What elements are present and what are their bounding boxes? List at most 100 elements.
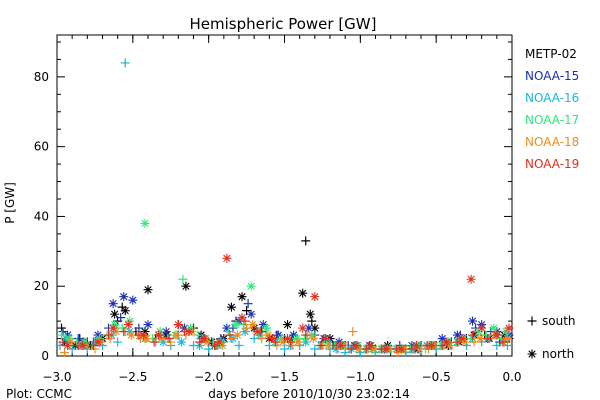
north-point (283, 320, 293, 330)
north-point (366, 341, 376, 351)
north-point (466, 274, 476, 284)
north-point (452, 330, 462, 340)
north-point (278, 337, 288, 347)
north-point (298, 288, 308, 298)
north-point (351, 341, 361, 351)
south-point (249, 334, 259, 344)
north-point (396, 344, 406, 354)
north-point (460, 337, 470, 347)
north-point (320, 334, 330, 344)
north-point (202, 337, 212, 347)
north-point (477, 323, 487, 333)
x-tick-label: −2.5 (118, 370, 147, 384)
y-tick-label: 40 (34, 209, 49, 223)
north-point (217, 341, 227, 351)
north-point (110, 320, 120, 330)
north-point (369, 344, 379, 354)
north-point (234, 316, 244, 326)
legend-entry: NOAA-19 (525, 157, 579, 171)
south-point (527, 316, 537, 326)
north-point (232, 330, 242, 340)
north-point (140, 218, 150, 228)
north-point (120, 306, 130, 316)
north-point (457, 334, 467, 344)
south-point (57, 330, 67, 340)
north-point (141, 334, 151, 344)
south-point (257, 334, 267, 344)
south-point (346, 344, 356, 354)
south-point (361, 344, 371, 354)
south-point (164, 334, 174, 344)
north-point (143, 320, 153, 330)
north-point (489, 323, 499, 333)
south-point (58, 337, 68, 347)
legend-entry: NOAA-17 (525, 113, 579, 127)
north-point (307, 330, 317, 340)
north-point (93, 337, 103, 347)
legend-entry: NOAA-15 (525, 69, 579, 83)
south-point (243, 299, 253, 309)
north-point (94, 334, 104, 344)
south-point (483, 334, 493, 344)
south-point (120, 58, 130, 68)
south-point (149, 337, 159, 347)
north-point (78, 341, 88, 351)
north-point (125, 316, 135, 326)
north-point (527, 349, 537, 359)
north-point (128, 295, 138, 305)
x-tick-label: −3.0 (42, 370, 71, 384)
north-point (63, 341, 73, 351)
south-point (348, 327, 358, 337)
north-point (305, 309, 315, 319)
y-tick-label: 60 (34, 140, 49, 154)
north-point (502, 334, 512, 344)
south-point (119, 327, 129, 337)
north-point (292, 334, 302, 344)
south-point (234, 341, 244, 351)
north-point (273, 330, 283, 340)
series-noaa-19 (58, 253, 514, 354)
north-point (181, 281, 191, 291)
south-point (310, 344, 320, 354)
north-point (289, 330, 299, 340)
north-point (108, 299, 118, 309)
north-point (263, 330, 273, 340)
north-point (283, 334, 293, 344)
north-point (267, 334, 277, 344)
south-point (407, 344, 417, 354)
south-point (178, 274, 188, 284)
south-point (301, 330, 311, 340)
north-point (123, 320, 133, 330)
x-tick-label: −1.5 (270, 370, 299, 384)
north-point (323, 341, 333, 351)
north-point (237, 313, 247, 323)
north-point (126, 330, 136, 340)
north-point (301, 337, 311, 347)
south-point (67, 344, 77, 354)
north-point (222, 323, 232, 333)
south-point (242, 306, 252, 316)
north-point (110, 309, 120, 319)
north-point (298, 323, 308, 333)
north-point (155, 327, 165, 337)
north-point (504, 323, 514, 333)
north-point (293, 337, 303, 347)
symbol-legend: south north (527, 314, 576, 361)
north-point (437, 334, 447, 344)
south-point (113, 337, 123, 347)
x-axis: −3.0 −2.5 −2.0 −1.5 −1.0 −0.5 0.0 (42, 35, 522, 384)
north-point (258, 320, 268, 330)
south-point (340, 348, 350, 358)
north-point (322, 337, 332, 347)
north-point (246, 309, 256, 319)
south-point (452, 337, 462, 347)
south-point (116, 313, 126, 323)
symbol-legend-label: north (542, 347, 574, 361)
south-point (492, 341, 502, 351)
north-point (125, 327, 135, 337)
x-tick-label: −0.5 (422, 370, 451, 384)
north-point (336, 341, 346, 351)
south-point (316, 341, 326, 351)
south-point (88, 341, 98, 351)
legend-entry: NOAA-18 (525, 135, 579, 149)
